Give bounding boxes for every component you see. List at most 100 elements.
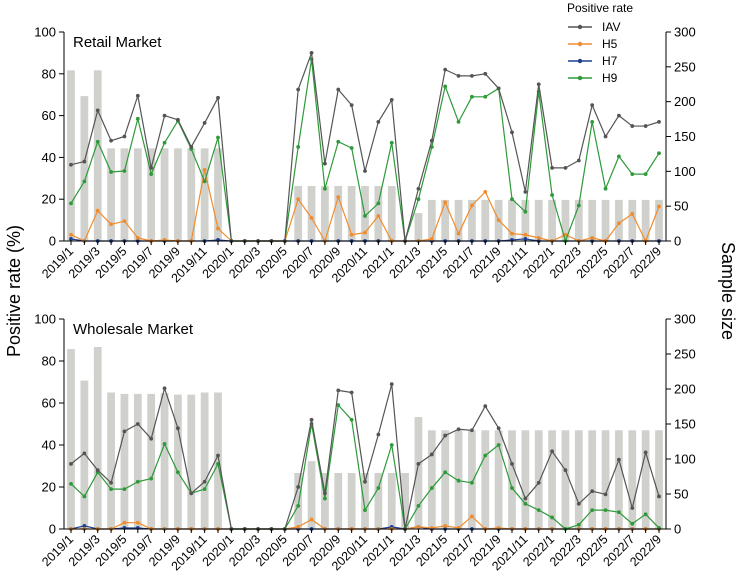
point-iav-2021-6 xyxy=(456,73,461,78)
point-h9-2021-4 xyxy=(429,486,434,490)
sample-size-bar-2020-8 xyxy=(321,185,329,241)
sample-size-bar-2021-5 xyxy=(441,199,450,241)
point-iav-2020-12 xyxy=(376,432,381,437)
point-h9-2022-5 xyxy=(603,508,608,512)
point-h9-2019-4 xyxy=(109,487,113,491)
sample-size-bar-2022-5 xyxy=(601,199,610,241)
point-h5-2020-12 xyxy=(376,214,381,218)
series-line-h9 xyxy=(70,58,660,242)
legend-label-h7: H7 xyxy=(602,54,618,68)
point-iav-2019-8 xyxy=(162,386,167,391)
sample-size-bar-2022-6 xyxy=(615,199,623,241)
point-h9-2019-12 xyxy=(216,135,220,140)
point-iav-2021-5 xyxy=(443,433,448,438)
sample-size-bar-2019-1 xyxy=(67,349,75,529)
sample-size-bar-2019-2 xyxy=(80,96,89,242)
point-h9-2020-12 xyxy=(376,486,381,490)
sample-size-bar-2021-7 xyxy=(468,430,476,529)
sample-size-bar-2019-3 xyxy=(93,70,102,241)
sample-size-bar-2019-9 xyxy=(174,148,182,241)
right-tick-label-100: 100 xyxy=(674,164,696,179)
sample-size-bar-2021-12 xyxy=(534,430,543,529)
point-h9-2019-8 xyxy=(162,140,167,145)
sample-size-bar-2021-5 xyxy=(441,430,450,529)
point-h9-2022-1 xyxy=(550,193,554,197)
point-h9-2020-8 xyxy=(323,496,327,501)
point-iav-2021-9 xyxy=(496,86,501,91)
point-h9-2019-6 xyxy=(135,116,140,121)
legend-label-iav: IAV xyxy=(602,20,620,34)
point-h9-2019-4 xyxy=(109,170,113,174)
sample-size-bar-2021-4 xyxy=(427,430,436,529)
point-iav-2019-5 xyxy=(122,429,127,434)
point-iav-2022-4 xyxy=(590,103,595,108)
point-h9-2020-11 xyxy=(363,508,367,512)
point-h9-2021-10 xyxy=(510,197,514,202)
sample-size-bar-2022-8 xyxy=(641,430,650,529)
sample-size-bar-2019-8 xyxy=(160,148,169,241)
sample-size-bar-2019-11 xyxy=(200,148,209,241)
point-iav-2021-10 xyxy=(510,130,514,135)
bars-layer xyxy=(67,70,663,242)
point-iav-2020-10 xyxy=(349,390,354,395)
point-h5-2021-9 xyxy=(496,218,501,223)
sample-size-bar-2021-2 xyxy=(401,473,409,529)
point-h9-2020-10 xyxy=(349,417,354,422)
point-h5-2020-9 xyxy=(336,195,341,200)
sample-size-bar-2020-10 xyxy=(347,473,356,529)
point-iav-2019-2 xyxy=(82,451,87,456)
sample-size-bar-2020-6 xyxy=(294,185,303,241)
point-h5-2019-3 xyxy=(95,208,100,213)
point-iav-2021-7 xyxy=(470,428,474,433)
point-h5-2020-7 xyxy=(309,517,314,522)
legend-background xyxy=(556,0,660,84)
panel-title: Retail Market xyxy=(73,34,162,51)
sample-size-bar-2019-9 xyxy=(174,394,182,529)
point-h9-2022-5 xyxy=(603,186,608,191)
sample-size-bar-2020-12 xyxy=(374,473,383,529)
point-h5-2019-11 xyxy=(202,168,207,172)
legend-marker-h5 xyxy=(577,41,583,47)
sample-size-bar-2022-7 xyxy=(628,199,637,241)
point-h9-2019-8 xyxy=(162,442,167,446)
point-iav-2021-11 xyxy=(523,496,528,501)
point-h9-2021-1 xyxy=(389,443,394,447)
sample-size-bar-2021-1 xyxy=(387,473,396,529)
legend-entry-h5: H5 xyxy=(568,37,618,51)
point-h9-2022-9 xyxy=(657,151,661,156)
legend-entry-h9: H9 xyxy=(568,71,618,85)
point-h9-2021-6 xyxy=(456,119,461,124)
point-h9-2019-9 xyxy=(176,470,180,475)
point-h5-2020-7 xyxy=(309,216,314,220)
point-iav-2022-4 xyxy=(590,489,595,494)
point-h5-2021-11 xyxy=(523,232,528,237)
point-h5-2019-6 xyxy=(135,520,140,525)
point-h9-2019-2 xyxy=(82,494,87,499)
point-iav-2021-12 xyxy=(536,480,541,485)
point-h5-2021-7 xyxy=(470,514,474,519)
point-h7-2019-2 xyxy=(82,523,87,528)
sample-size-bar-2022-4 xyxy=(588,199,597,241)
point-iav-2022-9 xyxy=(657,494,661,499)
left-tick-label-40: 40 xyxy=(42,438,56,453)
point-iav-2020-11 xyxy=(363,479,367,484)
sample-size-bar-2022-1 xyxy=(548,199,556,241)
right-tick-label-250: 250 xyxy=(674,347,696,362)
left-tick-label-100: 100 xyxy=(34,312,56,327)
point-h5-2021-3 xyxy=(416,525,421,529)
point-iav-2020-10 xyxy=(349,103,354,108)
point-h7-2019-1 xyxy=(69,237,73,241)
right-axis-title: Sample size xyxy=(718,242,737,340)
sample-size-bar-2021-3 xyxy=(414,213,423,241)
sample-size-bar-2020-6 xyxy=(294,473,303,529)
point-h9-2022-6 xyxy=(617,510,621,515)
point-h9-2022-3 xyxy=(576,522,581,527)
left-tick-label-0: 0 xyxy=(49,234,56,249)
sample-size-bar-2020-7 xyxy=(307,461,316,529)
sample-size-bar-2019-7 xyxy=(147,393,156,529)
point-h7-2021-11 xyxy=(523,237,528,241)
point-h9-2021-12 xyxy=(536,508,541,512)
point-h9-2021-5 xyxy=(443,470,448,475)
sample-size-bar-2021-10 xyxy=(508,199,516,241)
sample-size-bar-2021-8 xyxy=(481,430,490,529)
